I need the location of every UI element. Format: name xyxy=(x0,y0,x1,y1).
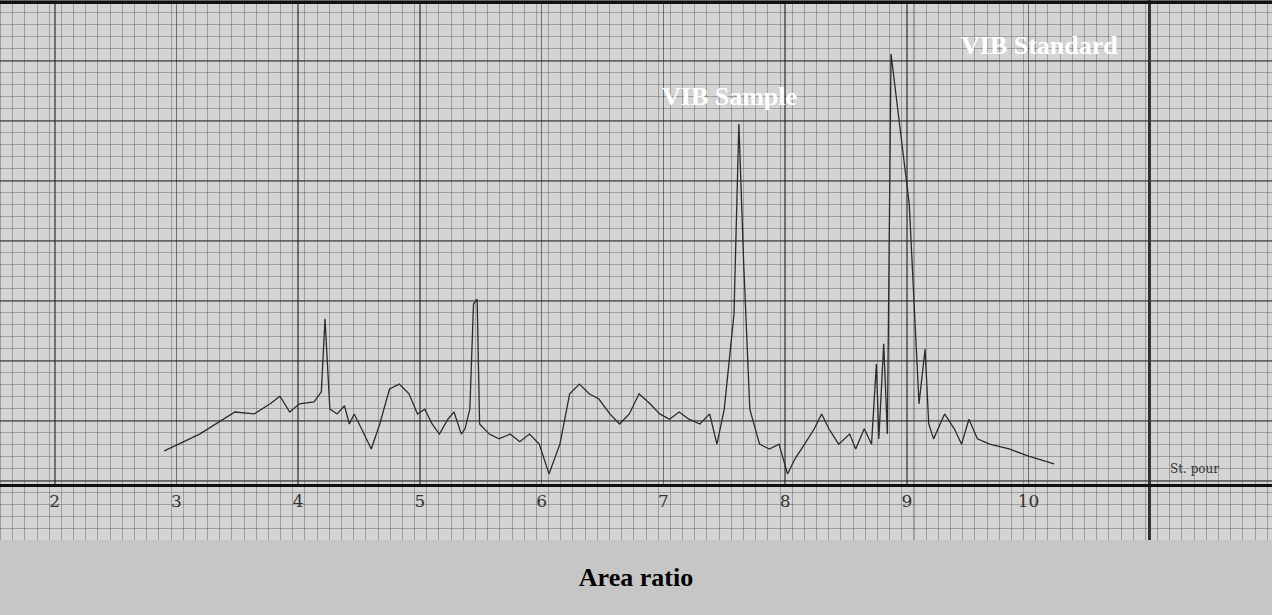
svg-text:10: 10 xyxy=(1018,491,1040,511)
svg-text:St. pour: St. pour xyxy=(1170,462,1219,476)
svg-text:7: 7 xyxy=(658,491,669,511)
svg-text:3: 3 xyxy=(171,491,182,511)
svg-text:6: 6 xyxy=(536,491,547,511)
svg-text:5: 5 xyxy=(415,491,426,511)
svg-text:9: 9 xyxy=(901,491,912,511)
svg-text:VIB Sample: VIB Sample xyxy=(662,82,797,111)
svg-text:VIB Standard: VIB Standard xyxy=(961,31,1118,60)
html-text:Area ratio: Area ratio xyxy=(578,562,694,592)
svg-text:8: 8 xyxy=(780,491,791,511)
svg-text:4: 4 xyxy=(293,491,304,511)
svg-text:2: 2 xyxy=(49,491,60,511)
